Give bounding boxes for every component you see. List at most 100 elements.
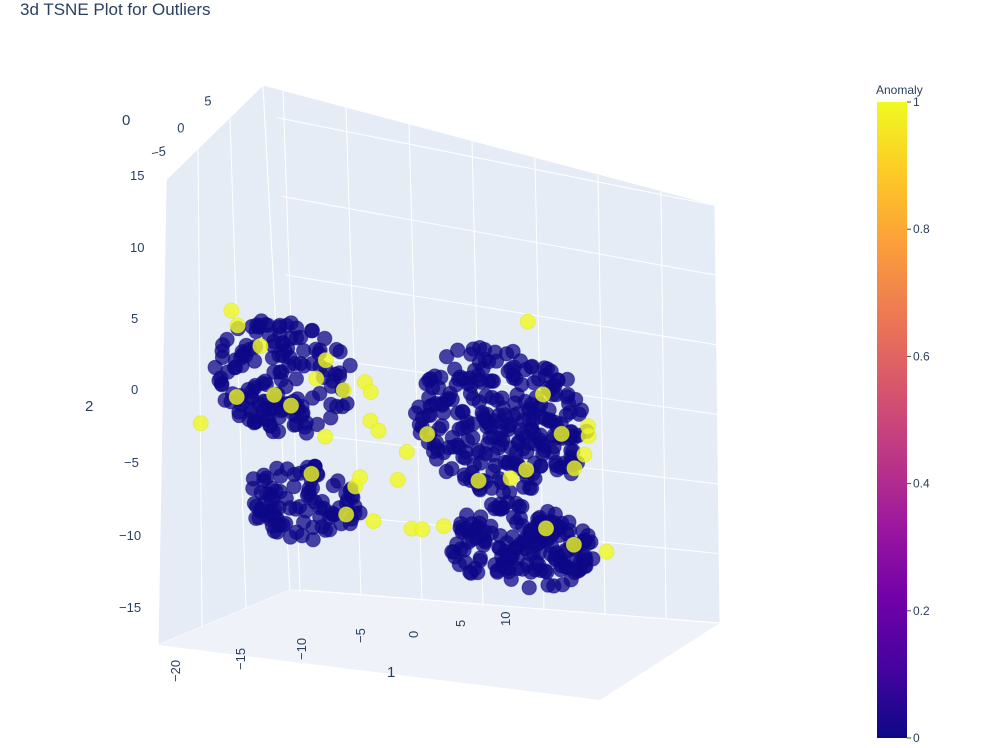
data-point-anomaly: [565, 536, 582, 553]
data-point-anomaly: [229, 317, 246, 334]
data-point-normal: [505, 408, 522, 424]
data-point-normal: [464, 516, 480, 532]
data-point-anomaly: [414, 521, 431, 538]
data-point-normal: [325, 477, 342, 494]
z-tick-label: −15: [119, 600, 141, 615]
x-tick-label: −15: [233, 648, 248, 670]
data-point-normal: [550, 372, 566, 388]
z-tick-label: −10: [119, 528, 141, 543]
data-point-anomaly: [192, 415, 209, 432]
data-point-normal: [477, 446, 494, 462]
data-point-normal: [281, 358, 297, 374]
data-point-normal: [317, 330, 333, 347]
data-point-normal: [256, 467, 272, 483]
data-point-normal: [541, 402, 557, 418]
data-point-normal: [444, 391, 460, 408]
data-point-normal: [499, 494, 516, 510]
data-point-normal: [415, 410, 431, 426]
data-point-normal: [522, 546, 538, 562]
data-point-normal: [270, 423, 287, 440]
data-point-normal: [558, 407, 574, 423]
data-point-anomaly: [362, 384, 379, 400]
data-point-normal: [264, 350, 281, 366]
colorbar-tick-label: 0.8: [913, 222, 930, 236]
data-point-anomaly: [266, 386, 283, 403]
data-point-normal: [304, 322, 320, 339]
data-point-normal: [244, 318, 260, 335]
data-point-normal: [288, 501, 304, 517]
x-axis-ticks: −20 −15 −10 −5 0 5 10: [168, 612, 513, 682]
data-point-normal: [312, 499, 328, 516]
data-point-anomaly: [553, 425, 570, 442]
colorbar-tick-label: 0.4: [913, 477, 930, 491]
data-point-anomaly: [519, 313, 536, 330]
data-point-anomaly: [566, 460, 583, 477]
data-point-normal: [526, 375, 542, 391]
data-point-anomaly: [317, 428, 334, 445]
data-point-anomaly: [303, 465, 320, 482]
colorbar-tick-label: 0.6: [913, 349, 930, 363]
data-point-normal: [342, 357, 358, 374]
data-point-anomaly: [580, 427, 597, 444]
gridline-y: [197, 148, 203, 628]
gridline-y: [157, 179, 167, 646]
data-point-normal: [220, 364, 236, 380]
data-point-normal: [465, 341, 481, 357]
data-point-normal: [533, 435, 550, 452]
x-tick-label: 5: [453, 620, 468, 627]
z-axis-ticks: 15 10 5 0 −5 −10 −15: [119, 168, 144, 615]
data-point-normal: [455, 404, 471, 420]
data-point-normal: [488, 353, 505, 369]
data-point-normal: [288, 371, 304, 387]
data-point-normal: [487, 457, 503, 474]
data-point-normal: [253, 501, 269, 517]
colorbar: [877, 102, 907, 738]
x-tick-label: −10: [294, 638, 309, 660]
data-point-normal: [523, 480, 540, 496]
data-point-normal: [286, 466, 302, 483]
data-point-anomaly: [389, 471, 406, 488]
y-axis-ticks: 50 −5: [150, 93, 214, 161]
gridline-z: [280, 195, 719, 276]
colorbar-tick-label: 0.2: [913, 604, 930, 618]
data-point-normal: [444, 544, 460, 560]
data-point-anomaly: [317, 352, 334, 369]
x-axis-title: 1: [387, 664, 395, 681]
gridline-x: [408, 123, 423, 602]
data-point-normal: [278, 378, 294, 395]
data-point-normal: [331, 365, 348, 381]
y-tick-label: −5: [150, 143, 168, 161]
data-point-normal: [430, 379, 447, 396]
data-point-anomaly: [335, 382, 352, 399]
x-tick-label: −5: [353, 628, 368, 643]
data-point-normal: [214, 349, 231, 365]
data-point-normal: [242, 401, 259, 417]
data-point-normal: [246, 415, 262, 431]
data-point-anomaly: [252, 338, 269, 355]
z-tick-label: 10: [130, 240, 144, 255]
data-point-normal: [524, 358, 540, 375]
data-point-normal: [489, 562, 505, 579]
z-tick-label: 0: [131, 382, 138, 397]
data-point-normal: [450, 342, 466, 358]
colorbar-ticks: 1 0.8 0.6 0.4 0.2 0: [907, 95, 930, 745]
data-point-normal: [444, 461, 460, 477]
data-point-normal: [462, 564, 478, 580]
z-tick-label: 15: [130, 168, 144, 183]
data-point-normal: [219, 331, 235, 348]
data-point-normal: [506, 359, 522, 375]
data-point-normal: [464, 416, 481, 432]
data-point-anomaly: [435, 518, 452, 535]
z-axis-title: 2: [85, 398, 93, 415]
data-point-normal: [549, 462, 565, 478]
data-point-normal: [542, 546, 559, 562]
data-point-normal: [471, 354, 488, 370]
data-point-normal: [483, 496, 500, 513]
data-point-normal: [272, 468, 289, 484]
data-point-normal: [304, 390, 321, 406]
data-point-normal: [308, 341, 324, 357]
data-point-normal: [491, 440, 507, 456]
gridline-z: [289, 353, 719, 415]
data-point-anomaly: [283, 397, 299, 414]
